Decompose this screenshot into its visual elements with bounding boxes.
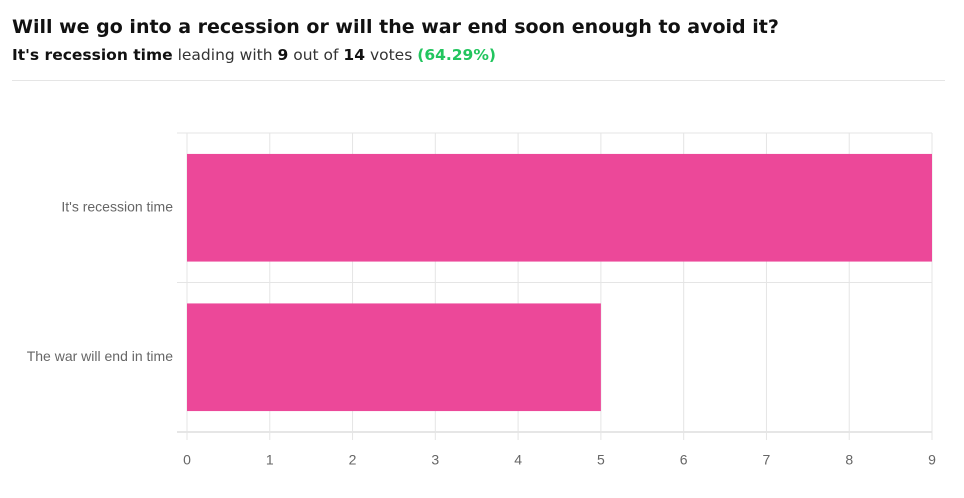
x-tick-label: 6 xyxy=(680,452,688,468)
poll-summary: It's recession time leading with 9 out o… xyxy=(12,46,945,64)
x-tick-label: 8 xyxy=(845,452,853,468)
y-tick-label: It's recession time xyxy=(61,198,173,214)
leader: It's recession time xyxy=(12,46,173,64)
x-tick-label: 4 xyxy=(514,452,522,468)
summary-text: leading with xyxy=(177,46,273,64)
leader-percent: (64.29%) xyxy=(417,46,496,64)
x-tick-label: 3 xyxy=(431,452,439,468)
summary-text: out of xyxy=(293,46,339,64)
summary-text: votes xyxy=(369,46,413,64)
bar xyxy=(187,303,601,412)
x-tick-label: 2 xyxy=(349,452,357,468)
x-tick-label: 5 xyxy=(597,452,605,468)
y-tick-label: The war will end in time xyxy=(27,348,173,364)
separator xyxy=(12,80,945,81)
x-tick-label: 7 xyxy=(763,452,771,468)
poll-title: Will we go into a recession or will the … xyxy=(12,16,779,38)
x-tick-label: 9 xyxy=(928,452,936,468)
leader-votes: 9 xyxy=(277,46,289,64)
total-votes: 14 xyxy=(343,46,365,64)
bar xyxy=(187,153,932,262)
x-tick-label: 0 xyxy=(183,452,191,468)
x-tick-label: 1 xyxy=(266,452,274,468)
header: Will we go into a recession or will the … xyxy=(12,16,945,64)
